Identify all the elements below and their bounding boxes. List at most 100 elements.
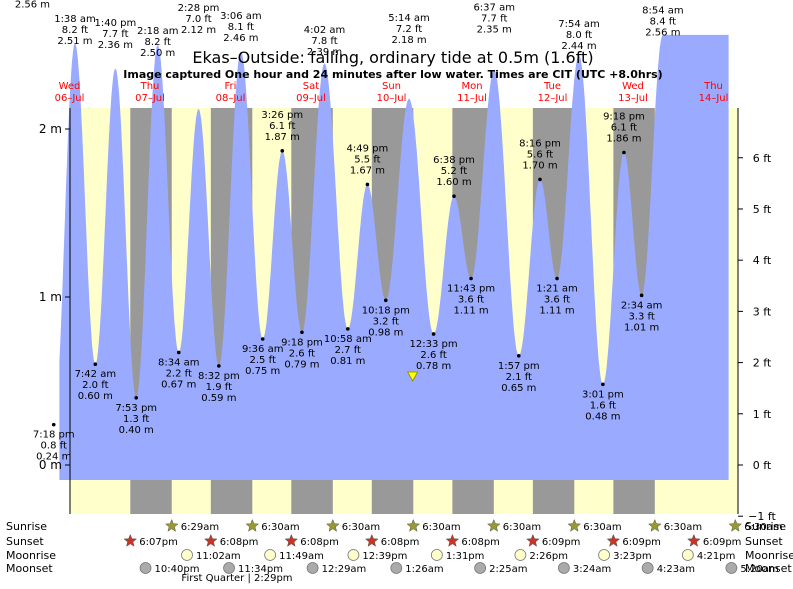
tide-label: 7:42 am xyxy=(75,369,117,380)
tide-label: 0.98 m xyxy=(368,327,403,338)
tide-label: 1:21 am xyxy=(536,284,578,295)
tide-point xyxy=(555,276,559,281)
sunset-row-label-right: Sunset xyxy=(745,535,783,548)
moonrise-disc-icon xyxy=(181,549,193,561)
left-tick-label: 1 m xyxy=(39,290,62,304)
day-date: 10–Jul xyxy=(377,93,407,104)
moonrise-row-label-right: Moonrise xyxy=(745,549,793,562)
right-tick-label: 4 ft xyxy=(753,254,772,267)
tide-label: 4:02 am xyxy=(304,25,346,36)
moonrise-disc-icon xyxy=(430,549,443,561)
tide-label: 2.36 m xyxy=(98,40,133,51)
sunset-star-icon xyxy=(123,533,138,547)
moonset-row-label-right: Moonset xyxy=(745,562,792,575)
tide-label: 8:54 am xyxy=(642,5,684,16)
tide-point xyxy=(383,298,388,303)
moonrise-time: 12:39pm xyxy=(362,551,407,562)
tide-label: 5:14 am xyxy=(388,13,430,24)
tide-label: 0.67 m xyxy=(161,379,196,390)
moonset-time: 12:29am xyxy=(322,564,367,575)
tide-label: 1.11 m xyxy=(453,306,488,317)
day-name: Thu xyxy=(140,81,160,92)
tide-label: 2.7 ft xyxy=(335,345,361,356)
tide-point xyxy=(217,364,221,368)
sunset-time: 6:07pm xyxy=(139,537,178,548)
right-tick-label: 2 ft xyxy=(753,357,772,370)
now-marker xyxy=(406,371,419,382)
tide-water-area xyxy=(59,34,729,481)
tide-label: 7.0 ft xyxy=(185,14,211,25)
sunrise-time: 6:30am xyxy=(422,522,460,533)
day-name: Wed xyxy=(622,81,644,92)
tide-label: 2.2 ft xyxy=(166,368,192,379)
tide-label: 9:18 pm xyxy=(281,337,323,348)
tide-label: 8.2 ft xyxy=(62,25,88,36)
tide-label: 8.1 ft xyxy=(228,22,254,33)
tide-label: 2.18 m xyxy=(391,35,426,46)
tide-point xyxy=(516,354,521,358)
moonrise-disc-icon xyxy=(598,549,610,561)
tide-label: 0.81 m xyxy=(330,356,365,367)
day-date: 12–Jul xyxy=(538,93,568,104)
tide-label: 9:36 am xyxy=(242,344,284,355)
tide-label: 7.7 ft xyxy=(481,13,507,24)
tide-label: 1.67 m xyxy=(350,165,385,176)
sunrise-row-label-left: Sunrise xyxy=(6,520,47,533)
sunrise-star-icon xyxy=(325,518,340,532)
tide-label: 3.6 ft xyxy=(458,295,484,306)
right-tick-label: 1 ft xyxy=(753,408,772,421)
tide-label: 12:33 pm xyxy=(410,339,458,350)
tide-label: 2.6 ft xyxy=(289,348,315,359)
sunset-row-label-left: Sunset xyxy=(6,535,44,548)
moonrise-time: 4:21pm xyxy=(697,551,736,562)
tide-label: 0.79 m xyxy=(284,359,319,370)
sunrise-star-icon xyxy=(647,518,662,532)
tide-label: 2.35 m xyxy=(477,24,512,35)
moonrise-disc-icon xyxy=(264,549,277,561)
moonrise-row-label-left: Moonrise xyxy=(6,549,56,562)
day-date: 09–Jul xyxy=(296,93,326,104)
tide-label: 7:54 am xyxy=(558,19,600,30)
sunrise-time: 6:30am xyxy=(664,522,702,533)
tide-label: 1.60 m xyxy=(436,177,471,188)
day-name: Sun xyxy=(382,81,401,92)
tide-label: 7:18 pm xyxy=(33,430,75,441)
sunset-time: 6:08pm xyxy=(381,537,420,548)
day-name: Tue xyxy=(543,81,561,92)
tide-label: 2.5 ft xyxy=(250,355,276,366)
tide-label: 5.2 ft xyxy=(441,166,467,177)
tide-label: 6:37 am xyxy=(473,2,515,13)
tide-label: 3.3 ft xyxy=(628,311,654,322)
day-date: 11–Jul xyxy=(457,93,487,104)
right-tick-label: 5 ft xyxy=(753,203,772,216)
tide-label: 8:34 am xyxy=(158,357,200,368)
tide-point xyxy=(51,422,56,427)
tide-point xyxy=(601,382,605,387)
day-name: Sat xyxy=(303,81,319,92)
tide-label: 1.6 ft xyxy=(590,400,616,411)
moon-phase-note: First Quarter | 2:29pm xyxy=(181,573,292,584)
tide-label: 2:28 pm xyxy=(178,3,220,14)
tide-label: 0.75 m xyxy=(245,366,280,377)
sunrise-row-label-right: Sunrise xyxy=(745,520,786,533)
tide-point xyxy=(452,194,456,198)
tide-label: 6:38 pm xyxy=(433,155,475,166)
day-date: 14–Jul xyxy=(699,93,729,104)
tide-label: 8:16 pm xyxy=(519,138,561,149)
sunrise-star-icon xyxy=(406,518,421,532)
sunrise-star-icon xyxy=(728,518,743,532)
sunrise-time: 6:30am xyxy=(583,522,621,533)
tide-label: 3:26 pm xyxy=(261,110,303,121)
tide-label: 3.2 ft xyxy=(373,316,399,327)
tide-label: 5.5 ft xyxy=(354,154,380,165)
tide-label: 2:34 am xyxy=(621,300,663,311)
moonset-time: 11:34pm xyxy=(238,564,283,575)
tide-label: 7.7 ft xyxy=(102,29,128,40)
tide-point xyxy=(134,396,138,400)
right-tick-label: 6 ft xyxy=(753,152,772,165)
tide-point xyxy=(280,149,285,153)
tide-label: 3:06 am xyxy=(220,11,262,22)
sunrise-star-icon xyxy=(164,518,179,532)
